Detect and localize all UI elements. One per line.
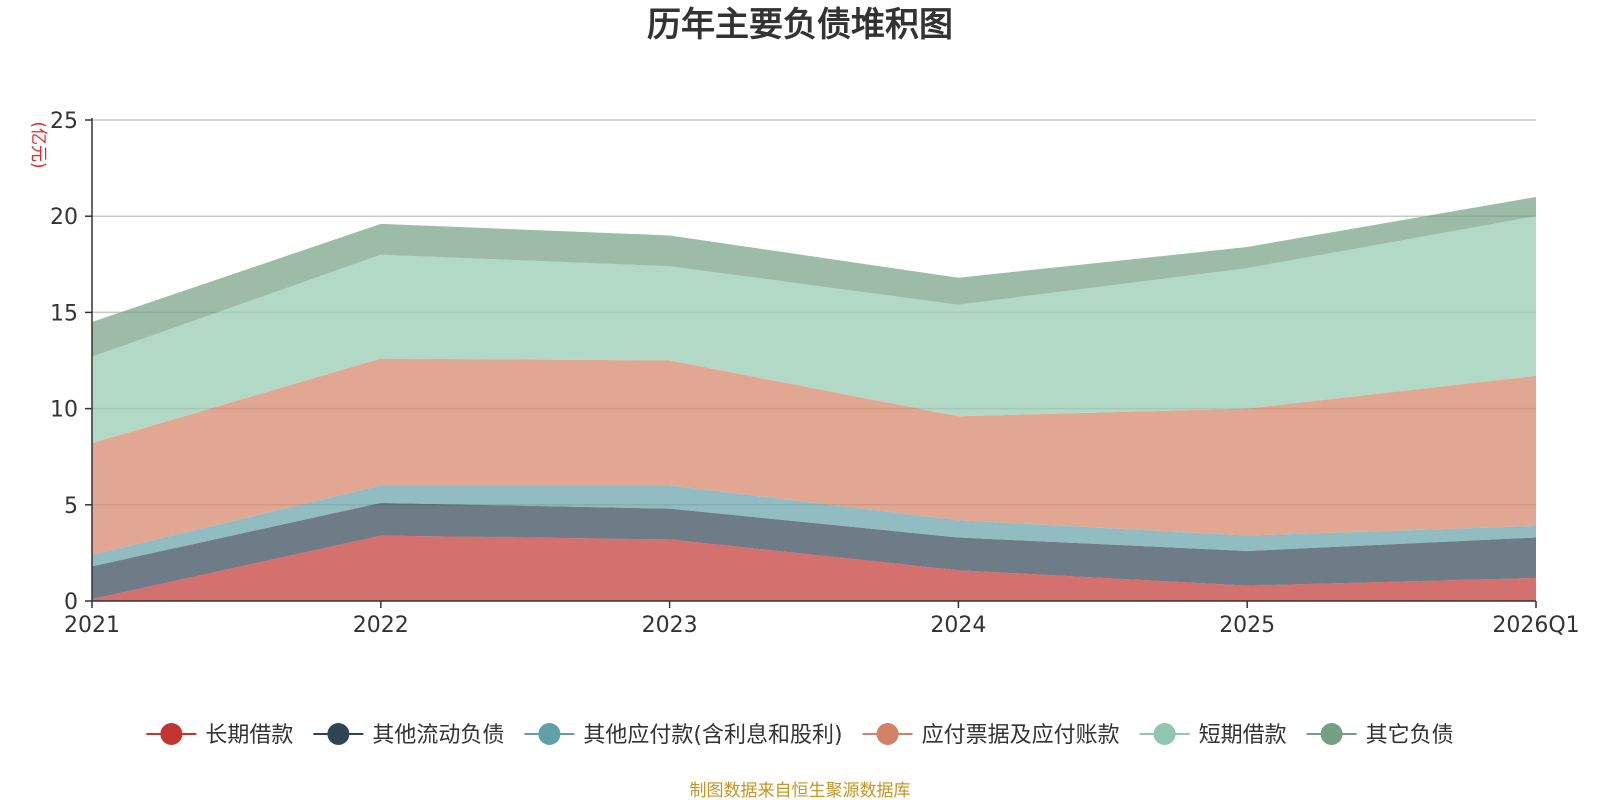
y-tick-label: 15 bbox=[50, 301, 78, 326]
y-tick-label: 0 bbox=[64, 590, 78, 615]
x-tick-label: 2025 bbox=[1219, 613, 1275, 638]
y-axis-ticks: 0 5 10 15 20 25 bbox=[50, 109, 92, 615]
legend-label: 其他应付款(含利息和股利) bbox=[583, 723, 842, 748]
x-tick-label: 2026Q1 bbox=[1492, 613, 1579, 638]
area-3[interactable] bbox=[92, 485, 1536, 567]
y-axis-unit-label: (亿元) bbox=[28, 121, 48, 168]
area-series-group bbox=[92, 196, 1536, 601]
legend-item-5[interactable]: 短期借款 bbox=[1139, 723, 1287, 748]
chart-title: 历年主要负债堆积图 bbox=[647, 5, 953, 45]
x-tick-label: 2024 bbox=[930, 613, 986, 638]
area-2[interactable] bbox=[92, 502, 1536, 600]
x-axis-ticks: 2021 2022 2023 2024 2025 2026Q1 bbox=[64, 601, 1580, 638]
legend-marker-icon bbox=[876, 723, 899, 745]
data-source-note: 制图数据来自恒生聚源数据库 bbox=[690, 781, 911, 800]
legend-item-6[interactable]: 其它负债 bbox=[1306, 723, 1454, 748]
legend-label: 应付票据及应付账款 bbox=[922, 723, 1120, 748]
area-5[interactable] bbox=[92, 216, 1536, 444]
y-tick-label: 25 bbox=[50, 109, 78, 134]
axes bbox=[91, 118, 1536, 602]
area-6[interactable] bbox=[92, 196, 1536, 357]
legend-item-4[interactable]: 应付票据及应付账款 bbox=[862, 723, 1120, 748]
x-tick-label: 2022 bbox=[353, 613, 409, 638]
legend-marker-icon bbox=[1153, 723, 1176, 745]
legend-marker-icon bbox=[1320, 723, 1343, 745]
x-tick-label: 2023 bbox=[642, 613, 698, 638]
y-tick-label: 20 bbox=[50, 205, 78, 230]
legend-marker-icon bbox=[327, 723, 350, 745]
legend-label: 长期借款 bbox=[205, 723, 293, 748]
y-tick-label: 10 bbox=[50, 398, 78, 423]
area-1[interactable] bbox=[92, 535, 1536, 601]
legend-label: 其他流动负债 bbox=[372, 723, 504, 748]
legend-marker-icon bbox=[538, 723, 561, 745]
area-4[interactable] bbox=[92, 358, 1536, 555]
legend-marker-icon bbox=[160, 723, 183, 745]
legend[interactable]: 长期借款 其他流动负债 其他应付款(含利息和股利) 应付票据及应付账款 短期借款 其它负债 bbox=[146, 723, 1454, 748]
x-tick-label: 2021 bbox=[64, 613, 120, 638]
legend-item-3[interactable]: 其他应付款(含利息和股利) bbox=[524, 723, 843, 748]
y-tick-label: 5 bbox=[64, 494, 78, 519]
legend-label: 其它负债 bbox=[1366, 723, 1454, 748]
legend-label: 短期借款 bbox=[1199, 723, 1287, 748]
legend-item-2[interactable]: 其他流动负债 bbox=[313, 723, 504, 748]
legend-item-1[interactable]: 长期借款 bbox=[146, 723, 293, 748]
